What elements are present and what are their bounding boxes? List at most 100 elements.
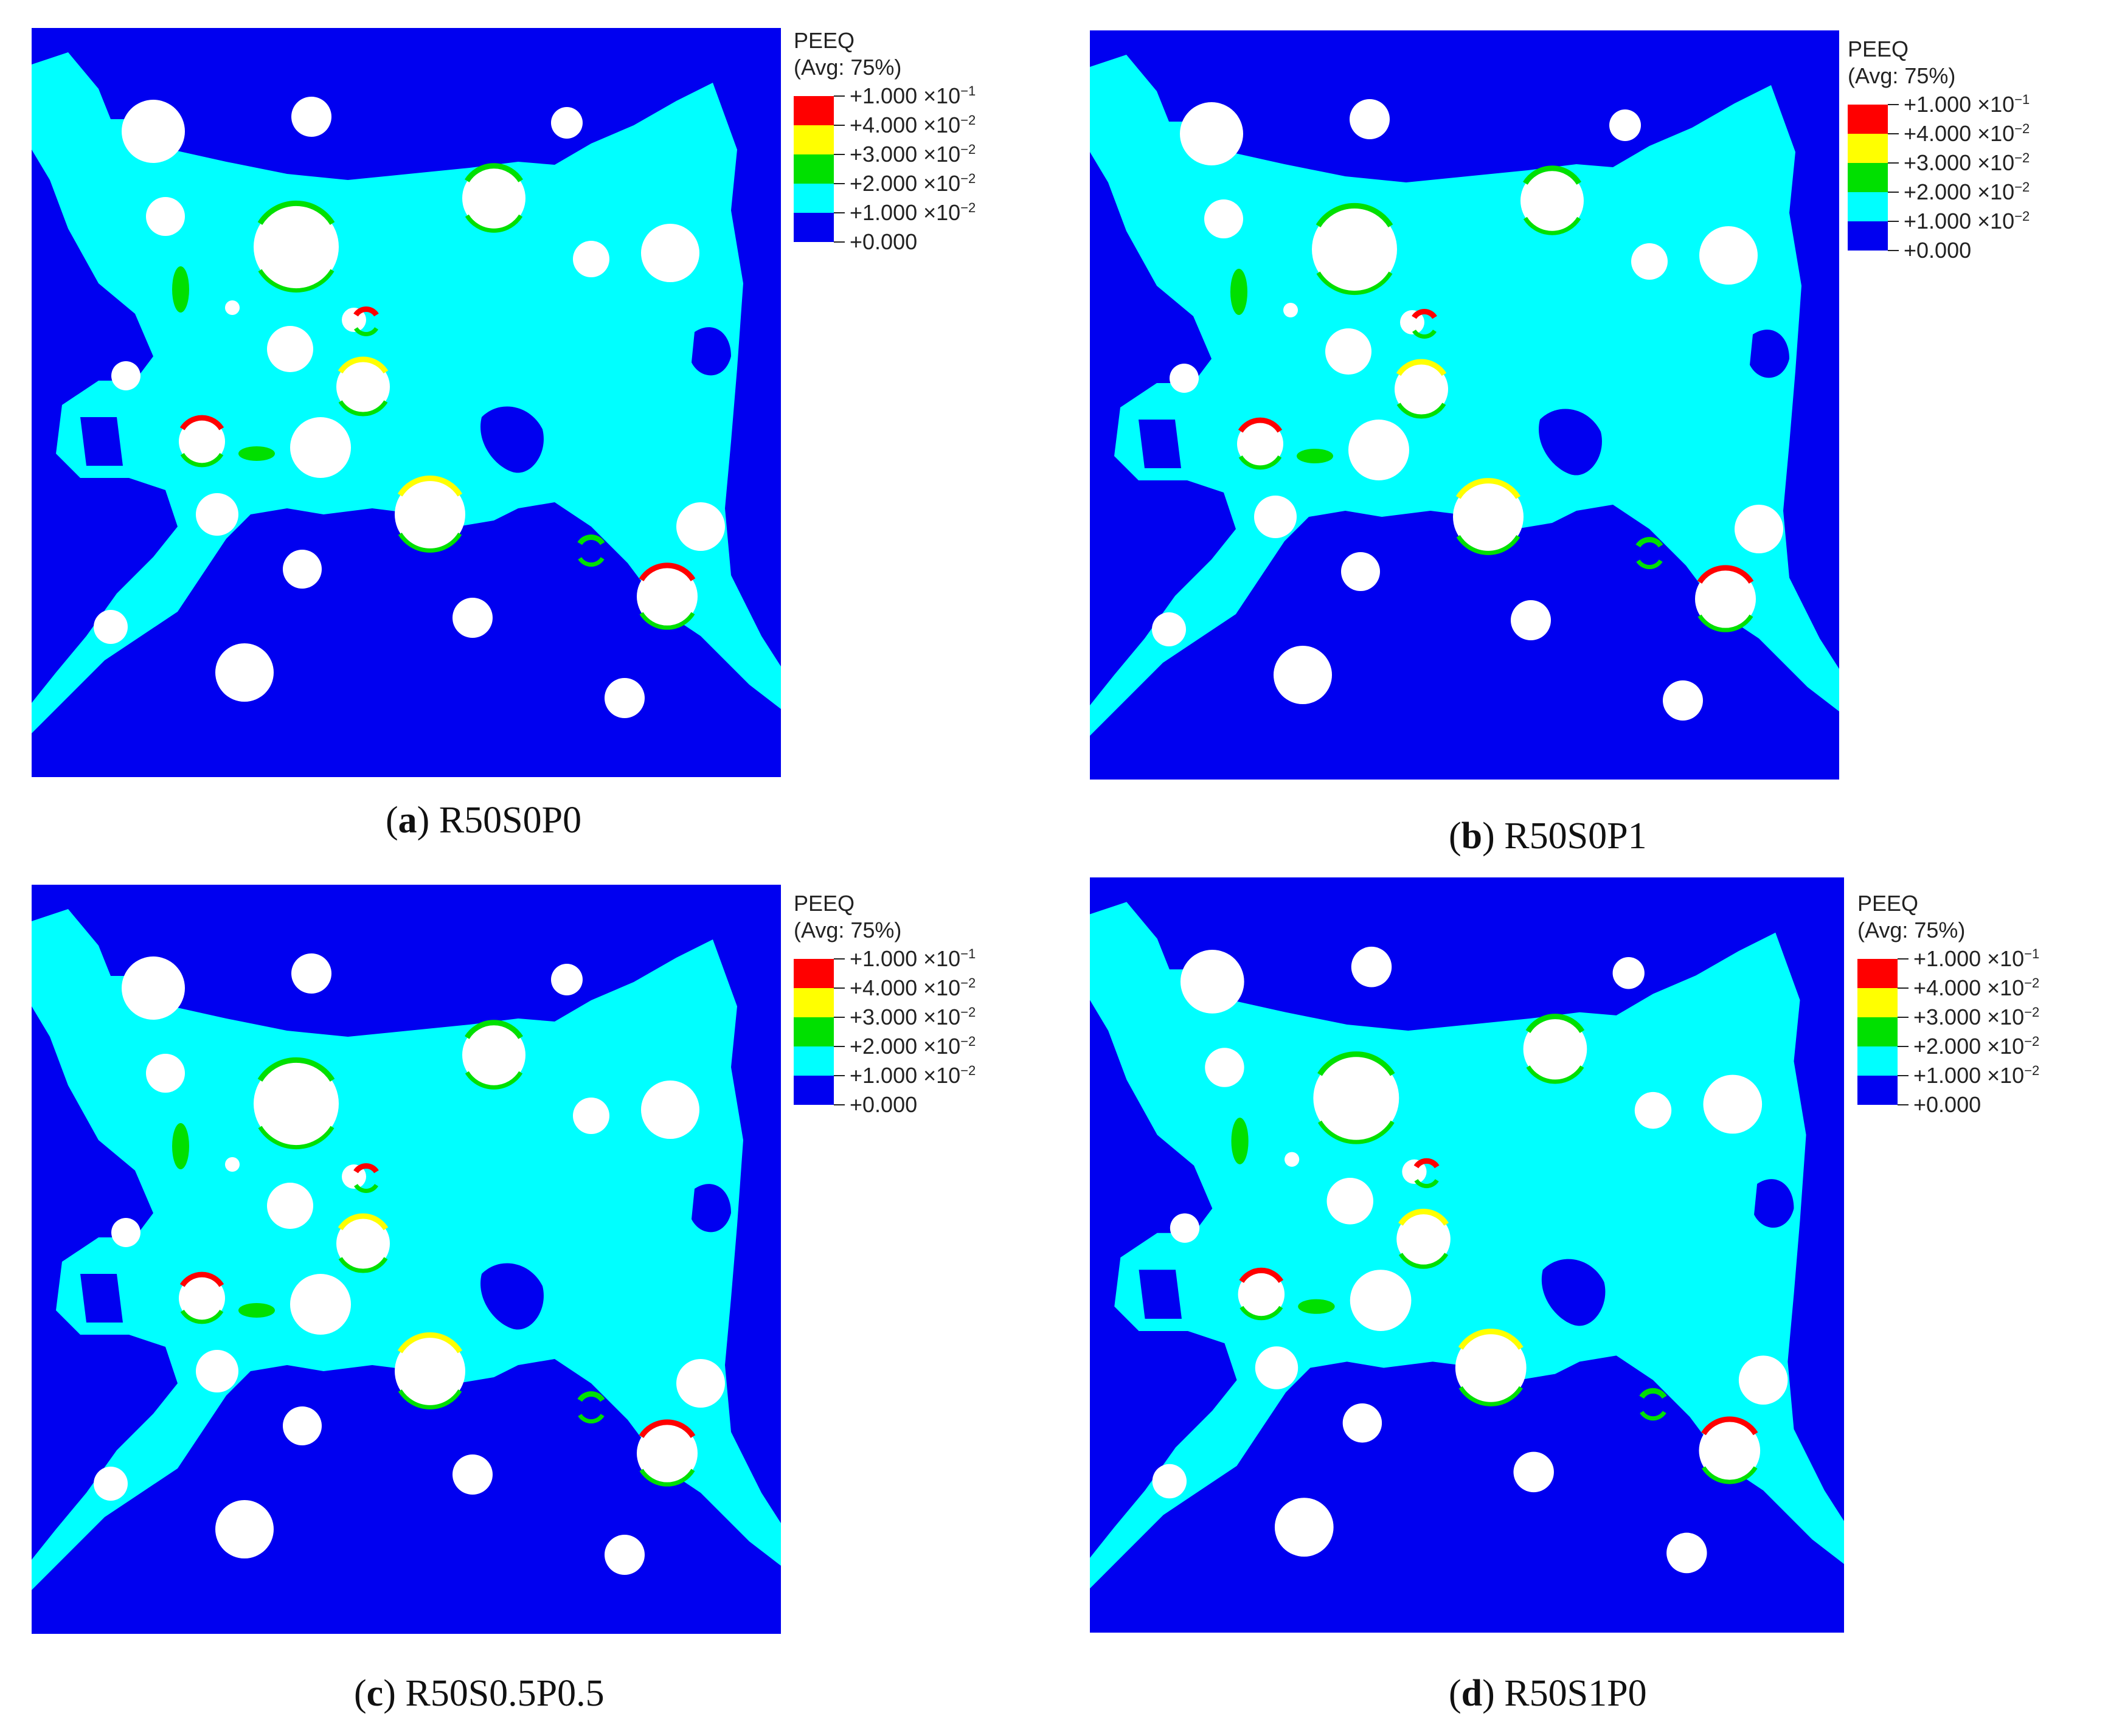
strain-patch [1297,449,1333,463]
aggregate-circle [1326,1177,1374,1225]
legend-tick [1888,192,1899,193]
legend-label: +0.000 [850,1092,918,1117]
legend-label: +3.000 ×10−2 [850,1005,976,1029]
elastic-region [80,1274,123,1323]
strain-concentration [1317,1051,1395,1076]
legend-label: +3.000 ×10−2 [850,142,976,167]
plastic-strain-band [32,52,781,733]
legend-swatch [794,125,834,154]
aggregate-circle [637,1423,698,1484]
strain-concentration [257,1057,335,1082]
strain-concentration [464,163,524,182]
panel-caption: (a) R50S0P0 [386,800,582,841]
strain-concentration [1523,216,1581,235]
strain-concentration [353,1163,379,1174]
legend-title: PEEQ [1848,36,1909,61]
strain-concentration [1456,534,1520,555]
panel-c: PEEQ (Avg: 75%) +1.000 ×10−1 +4.000 ×10−2… [32,885,1066,1736]
strain-concentration [1414,1178,1439,1188]
legend-tick [834,987,845,989]
strain-concentration [578,1414,605,1423]
strain-concentration [639,1468,695,1487]
legend-label: +3.000 ×10−2 [1904,150,2030,175]
legend-label: +3.000 ×10−2 [1913,1005,2040,1029]
strain-concentration [338,1257,388,1273]
aggregate-circle [676,1359,725,1408]
strain-concentration [1238,455,1282,470]
aggregate-circle [1312,207,1397,292]
aggregate-circle [1735,505,1783,553]
strain-concentration [1316,202,1393,227]
strain-patch [238,1303,275,1318]
legend-swatch [1857,1046,1898,1076]
plastic-strain-band [1090,902,1844,1589]
aggregate-circle [1666,1532,1707,1574]
legend-tick [1888,250,1899,251]
panel-letter: a [398,800,417,841]
strain-concentration [1398,1253,1449,1269]
aggregate-circle [641,1081,699,1139]
strain-concentration [354,327,378,336]
aggregate-circle [254,1061,339,1146]
elastic-region [80,417,123,466]
legend-swatch [1848,134,1888,163]
plastic-strain-band [32,909,781,1590]
contour-plot [1090,877,1844,1633]
aggregate-circle [1350,1270,1412,1332]
legend-tick [1898,1017,1909,1018]
aggregate-circle [1274,646,1332,704]
elastic-region [1541,1259,1606,1326]
strain-concentration [1412,329,1437,339]
aggregate-circle [1237,421,1283,467]
aggregate-circle [1285,1152,1300,1167]
aggregate-circle [290,1274,351,1335]
legend-swatch [794,959,834,988]
aggregate-circle [1180,949,1244,1014]
strain-patch [1298,1299,1335,1314]
legend-tick [1888,162,1899,164]
legend-label: +2.000 ×10−2 [1913,1034,2040,1059]
aggregate-circle [1663,680,1703,721]
aggregate-circle [1152,612,1186,646]
aggregate-circle [1699,1420,1761,1481]
legend-swatch [794,988,834,1017]
aggregate-circle [1342,1403,1382,1443]
aggregate-circle [395,1336,465,1406]
strain-patch [172,1123,189,1169]
aggregate-circle [146,197,185,236]
legend-tick [834,1046,845,1047]
aggregate-circle [1283,303,1298,317]
aggregate-circle [1348,420,1409,480]
aggregate-circle [283,1406,322,1445]
aggregate-circle [1612,957,1645,989]
legend-swatch [794,1046,834,1076]
legend-label: +0.000 [1913,1092,1981,1117]
legend-swatch [794,1017,834,1046]
aggregate-circle [462,1023,525,1087]
aggregate-circle [605,678,645,718]
elastic-region [692,1184,731,1233]
strain-concentration [1640,1411,1666,1421]
aggregate-circle [1634,1091,1672,1129]
aggregate-circle [1204,199,1243,238]
strain-concentration [353,306,379,317]
aggregate-circle [573,1098,609,1134]
aggregate-circle [676,502,725,551]
strain-concentration [465,1071,523,1090]
aggregate-circle [1513,1451,1554,1493]
contour-svg [32,885,781,1634]
panel-a: PEEQ (Avg: 75%) +1.000 ×10−1 +4.000 ×10−2… [32,28,1066,879]
aggregate-circle [462,167,525,230]
aggregate-circle [1520,169,1584,232]
aggregate-circle [1350,99,1390,139]
aggregate-circle [336,1217,390,1270]
aggregate-circle [1205,1048,1244,1087]
legend-title: PEEQ [794,891,855,916]
legend-swatch [1848,163,1888,192]
aggregate-circle [94,1467,128,1501]
strain-concentration [1455,478,1521,499]
aggregate-circle [336,360,390,413]
peeq-legend: PEEQ (Avg: 75%) +1.000 ×10−1 +4.000 ×10−2… [794,28,1061,271]
legend-tick [834,1104,845,1105]
strain-concentration [1639,1388,1667,1399]
